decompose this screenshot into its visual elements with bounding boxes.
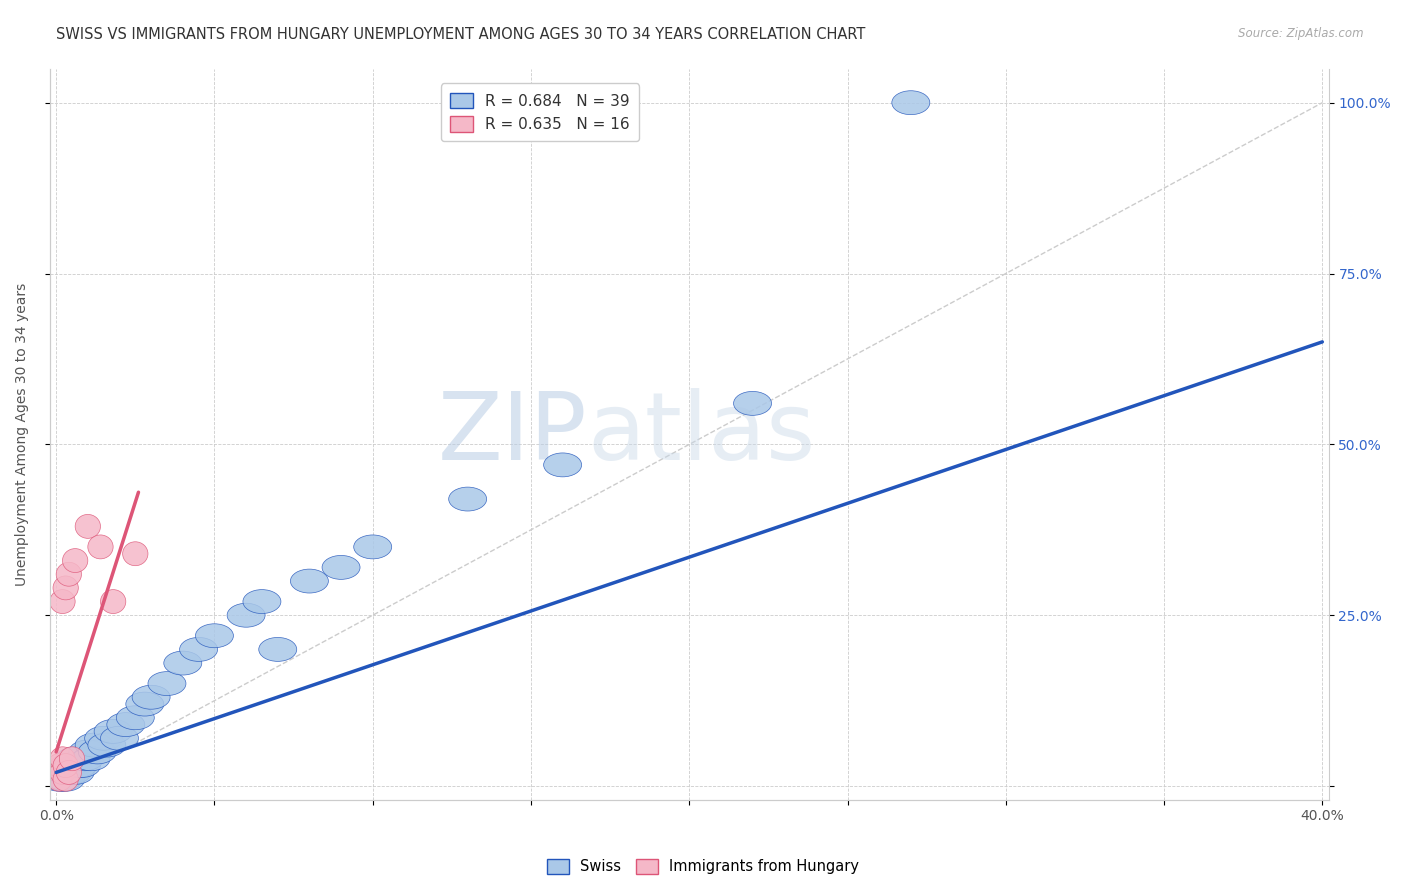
Ellipse shape: [84, 726, 122, 750]
Ellipse shape: [163, 651, 202, 675]
Ellipse shape: [148, 672, 186, 696]
Ellipse shape: [100, 726, 138, 750]
Ellipse shape: [49, 761, 87, 784]
Ellipse shape: [53, 576, 79, 599]
Ellipse shape: [72, 747, 110, 771]
Ellipse shape: [75, 515, 100, 539]
Ellipse shape: [53, 767, 79, 791]
Ellipse shape: [79, 740, 117, 764]
Ellipse shape: [53, 754, 91, 778]
Ellipse shape: [46, 761, 84, 784]
Ellipse shape: [122, 541, 148, 566]
Ellipse shape: [62, 754, 100, 778]
Ellipse shape: [449, 487, 486, 511]
Ellipse shape: [49, 747, 75, 771]
Ellipse shape: [59, 747, 84, 771]
Ellipse shape: [53, 761, 91, 784]
Ellipse shape: [41, 767, 79, 791]
Legend: R = 0.684   N = 39, R = 0.635   N = 16: R = 0.684 N = 39, R = 0.635 N = 16: [441, 84, 640, 142]
Ellipse shape: [56, 562, 82, 586]
Ellipse shape: [544, 453, 582, 477]
Ellipse shape: [291, 569, 329, 593]
Ellipse shape: [259, 638, 297, 661]
Ellipse shape: [56, 761, 94, 784]
Ellipse shape: [117, 706, 155, 730]
Legend: Swiss, Immigrants from Hungary: Swiss, Immigrants from Hungary: [541, 853, 865, 880]
Ellipse shape: [66, 747, 104, 771]
Ellipse shape: [44, 761, 82, 784]
Ellipse shape: [100, 590, 125, 614]
Ellipse shape: [59, 754, 97, 778]
Ellipse shape: [132, 685, 170, 709]
Ellipse shape: [49, 761, 75, 784]
Ellipse shape: [734, 392, 772, 416]
Ellipse shape: [180, 638, 218, 661]
Ellipse shape: [53, 754, 79, 778]
Ellipse shape: [125, 692, 163, 716]
Ellipse shape: [891, 91, 929, 115]
Ellipse shape: [94, 720, 132, 743]
Ellipse shape: [56, 747, 94, 771]
Text: SWISS VS IMMIGRANTS FROM HUNGARY UNEMPLOYMENT AMONG AGES 30 TO 34 YEARS CORRELAT: SWISS VS IMMIGRANTS FROM HUNGARY UNEMPLO…: [56, 27, 866, 42]
Ellipse shape: [49, 590, 75, 614]
Text: Source: ZipAtlas.com: Source: ZipAtlas.com: [1239, 27, 1364, 40]
Text: ZIP: ZIP: [437, 388, 586, 480]
Text: atlas: atlas: [586, 388, 815, 480]
Ellipse shape: [46, 767, 84, 791]
Ellipse shape: [228, 603, 266, 627]
Ellipse shape: [62, 549, 87, 573]
Ellipse shape: [195, 624, 233, 648]
Ellipse shape: [243, 590, 281, 614]
Ellipse shape: [56, 761, 82, 784]
Ellipse shape: [322, 556, 360, 580]
Ellipse shape: [75, 733, 112, 757]
Y-axis label: Unemployment Among Ages 30 to 34 years: Unemployment Among Ages 30 to 34 years: [15, 283, 30, 586]
Ellipse shape: [46, 754, 72, 778]
Ellipse shape: [46, 767, 72, 791]
Ellipse shape: [69, 740, 107, 764]
Ellipse shape: [49, 754, 87, 778]
Ellipse shape: [354, 535, 392, 559]
Ellipse shape: [44, 767, 82, 791]
Ellipse shape: [87, 733, 125, 757]
Ellipse shape: [87, 535, 112, 559]
Ellipse shape: [107, 713, 145, 737]
